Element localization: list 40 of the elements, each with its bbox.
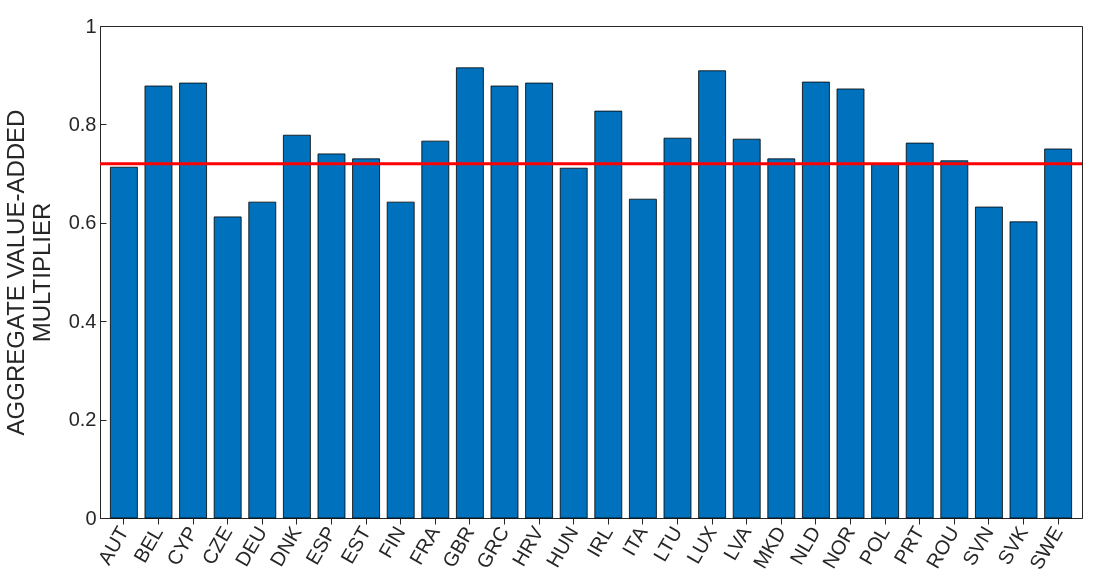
bar xyxy=(629,198,657,519)
bar xyxy=(213,216,242,519)
y-tick-label: 0 xyxy=(85,506,97,529)
x-tick-label: BEL xyxy=(129,522,168,567)
bar xyxy=(525,82,553,519)
bar xyxy=(144,85,173,519)
y-tick-label: 0.6 xyxy=(68,211,97,234)
bar xyxy=(698,70,726,519)
bar xyxy=(871,163,900,519)
y-tick-label: 0.8 xyxy=(68,112,97,135)
bar xyxy=(248,201,277,519)
bar xyxy=(352,158,380,519)
bar xyxy=(386,201,415,519)
y-axis-title: AGGREGATE VALUE-ADDED MULTIPLIER xyxy=(1,109,55,436)
x-tick-label: POL xyxy=(854,522,894,569)
bar xyxy=(802,81,830,519)
bar xyxy=(1044,148,1073,519)
bar xyxy=(732,138,761,519)
bar xyxy=(456,67,484,519)
bar xyxy=(282,134,311,519)
y-tick-label: 0.2 xyxy=(68,408,97,431)
x-tick-label: ITA xyxy=(617,521,652,560)
y-tick-label: 1 xyxy=(85,14,97,37)
bar xyxy=(940,160,969,519)
bar xyxy=(663,137,692,519)
bar xyxy=(317,153,346,519)
bar xyxy=(109,166,138,519)
bar xyxy=(975,206,1003,519)
bar xyxy=(559,167,588,519)
x-tick-label: IRL xyxy=(582,522,617,561)
y-tick-label: 0.4 xyxy=(68,309,97,332)
bar xyxy=(490,85,519,519)
bar xyxy=(421,140,450,519)
bar xyxy=(179,82,207,519)
bar xyxy=(1009,221,1038,519)
bar xyxy=(767,158,796,519)
x-tick-label: FIN xyxy=(374,522,410,562)
bar xyxy=(905,142,934,519)
bar xyxy=(594,110,623,519)
bar xyxy=(836,88,865,519)
